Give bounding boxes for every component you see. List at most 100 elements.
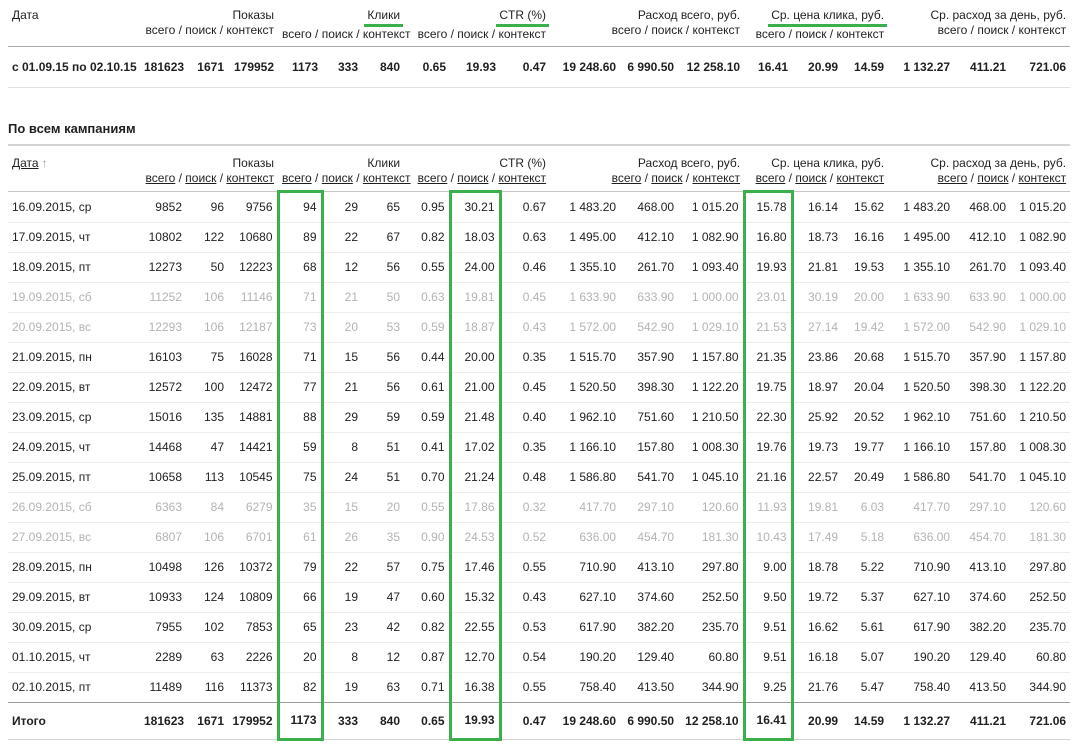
- sub-header-поиск[interactable]: поиск: [321, 171, 353, 185]
- cell-clicks-total: 73: [276, 312, 324, 343]
- cell-ctr-total: 0.55: [404, 492, 451, 523]
- cell-shows-total: 11489: [140, 672, 186, 703]
- cell-date: с 01.09.15 по 02.10.15: [8, 46, 140, 88]
- cell-cost-context: 1 029.10: [678, 312, 745, 343]
- cell-clicks-total: 35: [276, 492, 324, 523]
- cell-shows-context: 6279: [228, 492, 279, 523]
- cell-daily-search: 261.70: [954, 252, 1011, 283]
- group-label-text: Клики: [367, 156, 401, 170]
- sub-header-контекст[interactable]: контекст: [836, 171, 885, 185]
- cell-cost-context: 1 045.10: [678, 462, 745, 493]
- cell-cpc-search: 23.86: [792, 342, 843, 373]
- cell-ctr-total: 0.75: [404, 552, 451, 583]
- sub-header-всего[interactable]: всего: [937, 171, 968, 185]
- group-label-text: Расход всего, руб.: [637, 156, 741, 170]
- cell-cpc-search: 19.81: [792, 492, 843, 523]
- cell-daily-search: 411.21: [954, 702, 1011, 740]
- sub-header-контекст[interactable]: контекст: [692, 171, 741, 185]
- cell-clicks-context: 12: [362, 642, 405, 673]
- column-group-sublabels: всего / поиск / контекст: [417, 27, 547, 41]
- cell-shows-total: 15016: [140, 402, 186, 433]
- sub-header-поиск[interactable]: поиск: [795, 171, 827, 185]
- cell-shows-search: 106: [186, 282, 228, 313]
- sub-header-всего[interactable]: всего: [145, 171, 176, 185]
- summary-table-body: с 01.09.15 по 02.10.15 181623 1671 179952 11…: [8, 46, 1071, 88]
- cell-daily-search: 398.30: [954, 372, 1011, 403]
- cell-cost-search: 374.60: [620, 582, 679, 613]
- cell-shows-total: 6807: [140, 522, 186, 553]
- cell-cpc-total: 9.51: [742, 612, 794, 643]
- cell-shows-context: 7853: [228, 612, 279, 643]
- cell-shows-total: 7955: [140, 612, 186, 643]
- column-group-sublabels: всего / поиск / контекст: [755, 171, 885, 185]
- sub-header-всего[interactable]: всего: [282, 171, 312, 185]
- cell-ctr-context: 0.43: [500, 312, 551, 343]
- cell-daily-total: 190.20: [888, 642, 955, 673]
- campaigns-row: 27.09.2015, вс 6807 106 6701 61 26 35 0.90 24.53…: [8, 522, 1071, 553]
- sub-header-всего[interactable]: всего: [417, 171, 448, 185]
- sub-header-поиск[interactable]: поиск: [457, 171, 489, 185]
- cell-clicks-context: 63: [362, 672, 405, 703]
- cell-cpc-search: 21.76: [792, 672, 843, 703]
- sub-header-поиск[interactable]: поиск: [185, 171, 217, 185]
- cell-ctr-context: 0.35: [500, 342, 551, 373]
- cell-shows-context: 179952: [228, 702, 279, 740]
- cell-date: 23.09.2015, ср: [8, 402, 140, 433]
- cell-shows-total: 14468: [140, 432, 186, 463]
- campaigns-row: 25.09.2015, пт 10658 113 10545 75 24 51 0.70 21.…: [8, 462, 1071, 493]
- campaigns-group-4: Ср. цена клика, руб. всего / поиск / конт…: [744, 146, 889, 192]
- cell-cost-search: 129.40: [620, 642, 679, 673]
- cell-cpc-total: 22.30: [742, 402, 794, 433]
- sub-header-всего[interactable]: всего: [755, 171, 786, 185]
- cell-shows-search: 113: [186, 462, 228, 493]
- cell-cpc-context: 5.22: [842, 552, 889, 583]
- cell-cpc-context: 5.61: [842, 612, 889, 643]
- cell-cpc-total: 9.25: [742, 672, 794, 703]
- cell-ctr-total: 0.65: [404, 702, 451, 740]
- cell-daily-context: 1 008.30: [1010, 432, 1071, 463]
- cell-cost-search: 413.10: [620, 552, 679, 583]
- cell-daily-total: 617.90: [888, 612, 955, 643]
- cell-ctr-context: 0.52: [500, 522, 551, 553]
- cell-daily-total: 636.00: [888, 522, 955, 553]
- cell-cost-search: 6 990.50: [620, 702, 679, 740]
- cell-daily-context: 120.60: [1010, 492, 1071, 523]
- cell-cost-search: 454.70: [620, 522, 679, 553]
- sub-header-поиск[interactable]: поиск: [651, 171, 683, 185]
- cell-shows-context: 11146: [228, 282, 279, 313]
- cell-daily-context: 252.50: [1010, 582, 1071, 613]
- cell-cpc-total: 9.50: [742, 582, 794, 613]
- cell-clicks-search: 12: [322, 252, 363, 283]
- cell-shows-search: 84: [186, 492, 228, 523]
- cell-daily-total: 1 572.00: [888, 312, 955, 343]
- cell-shows-search: 126: [186, 552, 228, 583]
- sub-header-контекст[interactable]: контекст: [226, 171, 275, 185]
- cell-date: 22.09.2015, вт: [8, 372, 140, 403]
- cell-cost-context: 344.90: [678, 672, 745, 703]
- cell-daily-context: 721.06: [1010, 46, 1071, 88]
- date-header-label: Дата: [12, 8, 39, 22]
- section-title: По всем кампаниям: [8, 121, 1070, 146]
- column-group-sublabels: всего / поиск / контекст: [282, 27, 411, 41]
- cell-daily-context: 1 000.00: [1010, 282, 1071, 313]
- cell-cpc-context: 5.47: [842, 672, 889, 703]
- sub-header-контекст[interactable]: контекст: [362, 171, 411, 185]
- cell-clicks-total: 68: [276, 252, 324, 283]
- sub-header-поиск: поиск: [321, 27, 353, 41]
- cell-cost-total: 1 572.00: [550, 312, 621, 343]
- cell-cpc-context: 20.49: [842, 462, 889, 493]
- cell-shows-context: 6701: [228, 522, 279, 553]
- cell-ctr-total: 0.70: [404, 462, 451, 493]
- campaigns-row: 21.09.2015, пн 16103 75 16028 71 15 56 0.44 20.0…: [8, 342, 1071, 373]
- date-sort-link[interactable]: Дата: [12, 156, 39, 170]
- cell-cost-context: 1 093.40: [678, 252, 745, 283]
- sub-header-поиск[interactable]: поиск: [977, 171, 1009, 185]
- sub-header-контекст[interactable]: контекст: [1018, 171, 1067, 185]
- sub-header-контекст: контекст: [836, 27, 885, 41]
- sub-header-всего[interactable]: всего: [611, 171, 642, 185]
- sub-header-контекст[interactable]: контекст: [498, 171, 547, 185]
- cell-daily-search: 297.10: [954, 492, 1011, 523]
- cell-cost-search: 398.30: [620, 372, 679, 403]
- campaigns-row: 02.10.2015, пт 11489 116 11373 82 19 63 0.71 16.…: [8, 672, 1071, 703]
- cell-ctr-context: 0.47: [500, 46, 551, 88]
